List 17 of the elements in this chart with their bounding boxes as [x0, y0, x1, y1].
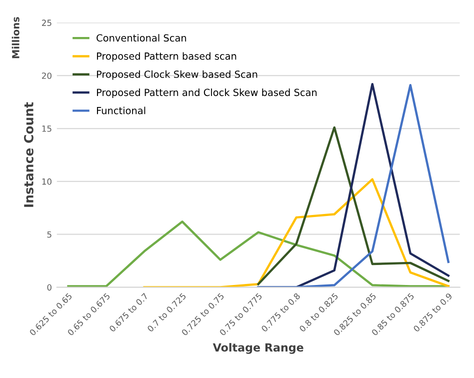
legend-label: Conventional Scan	[96, 34, 186, 42]
text: Millions	[12, 17, 20, 58]
y-tick-label: 10	[42, 178, 52, 185]
y-axis-title: Instance Count	[24, 102, 34, 207]
y-tick-label: 0	[47, 284, 52, 291]
legend-label: Proposed Clock Skew based Scan	[97, 70, 258, 80]
y-tick-label: 5	[47, 231, 52, 238]
y-tick-label: 15	[42, 126, 52, 132]
line-series	[257, 126, 450, 286]
line-series	[143, 178, 450, 288]
legend-label: Functional	[97, 106, 146, 114]
line-series	[67, 220, 450, 288]
legend-label: Proposed Pattern and Clock Skew based Scan	[97, 88, 317, 98]
x-axis-title: Voltage Range	[212, 343, 304, 354]
y-tick-label: 25	[42, 20, 52, 26]
legend-label: Proposed Pattern based scan	[97, 52, 236, 62]
y-tick-label: 20	[42, 72, 52, 79]
